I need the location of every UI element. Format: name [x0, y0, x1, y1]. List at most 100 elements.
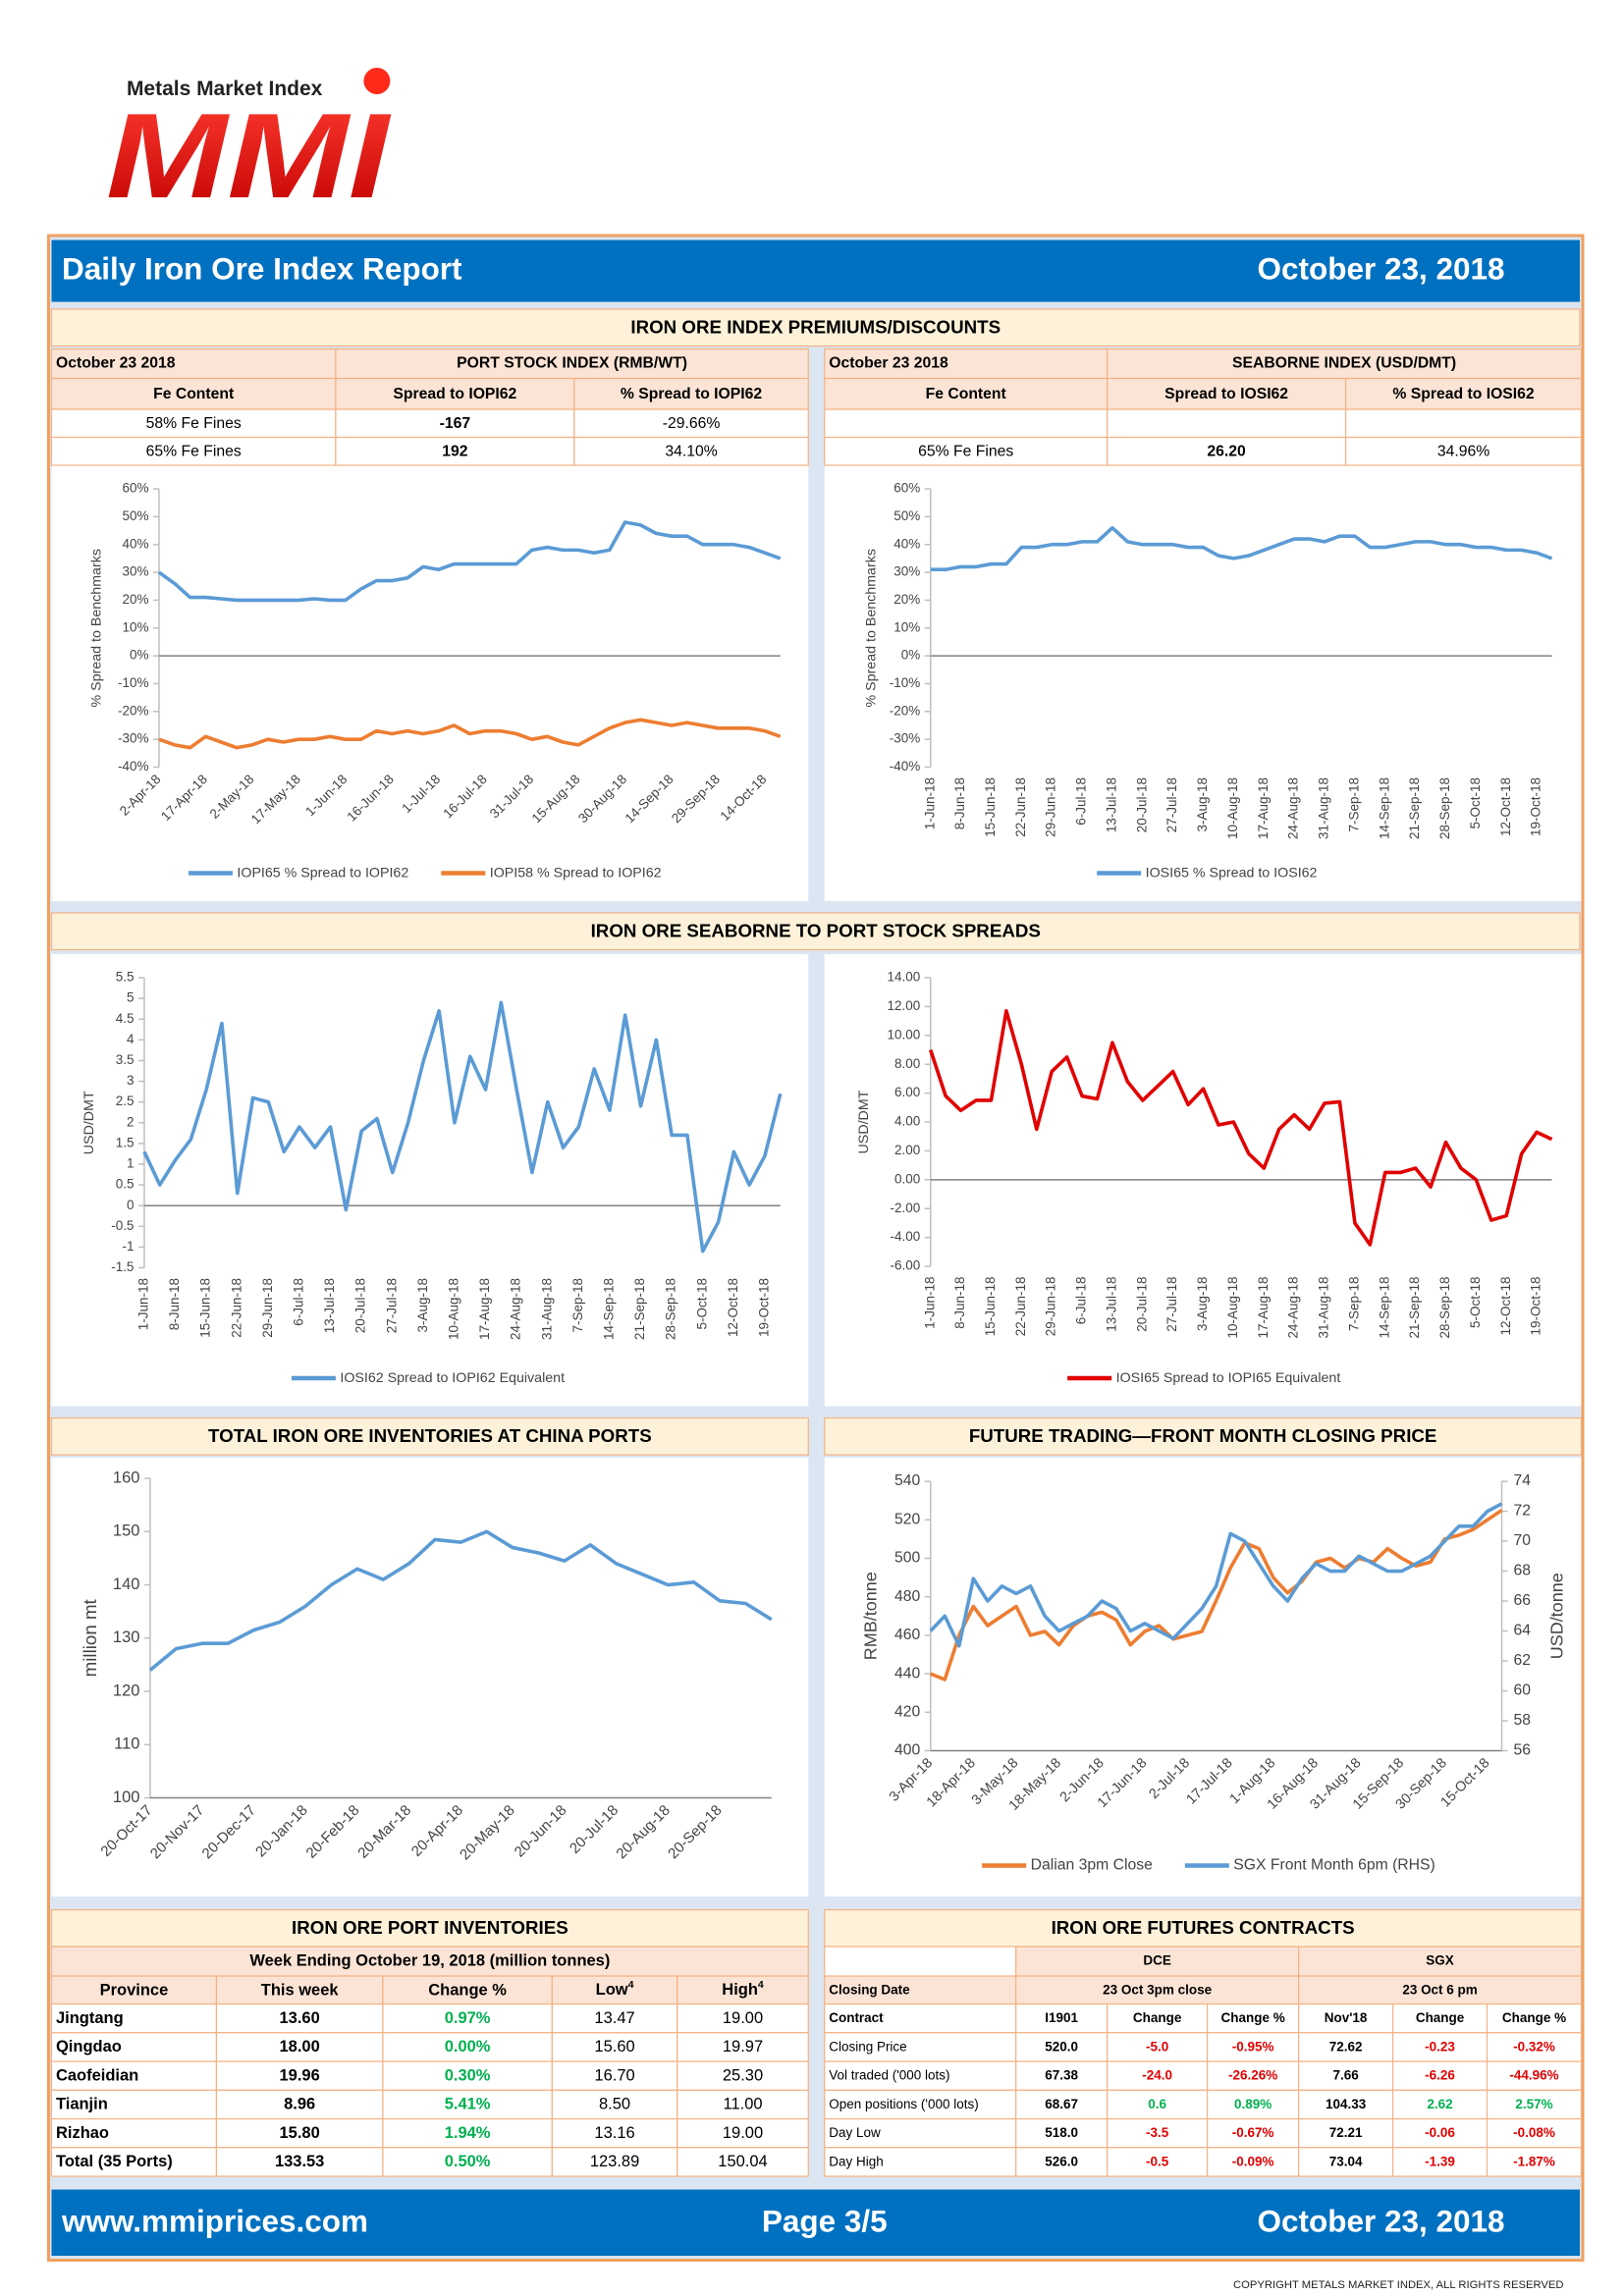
cell: [1015, 2117, 1109, 2149]
x-tick-label: 13-Jul-18: [1104, 777, 1118, 832]
cell-text: Change %: [1221, 2010, 1285, 2025]
section-bar: [824, 1416, 1583, 1456]
y-tick-label: 440: [894, 1665, 920, 1682]
copyright: COPYRIGHT METALS MARKET INDEX, ALL RIGHT…: [1233, 2279, 1563, 2291]
x-tick-label: 31-Aug-18: [539, 1278, 554, 1340]
cell-text: 13.16: [594, 2124, 634, 2142]
cell: [215, 2032, 384, 2062]
cell-text: October 23 2018: [56, 355, 176, 372]
y-axis-title: USD/DMT: [856, 1090, 872, 1153]
cell: [677, 2032, 809, 2062]
cell: [551, 2089, 678, 2120]
y-tick-label: 520: [894, 1511, 920, 1527]
cell: [824, 1946, 1017, 1977]
series-line: [930, 1508, 1503, 1682]
cell-text: Total (35 Ports): [56, 2153, 173, 2170]
y-tick-label: 3.5: [116, 1052, 135, 1067]
x-tick-label: 24-Aug-18: [509, 1278, 523, 1340]
x-tick-label: 5-Oct-18: [1468, 777, 1483, 828]
header-bar: [51, 240, 1581, 302]
x-tick-label: 21-Sep-18: [1407, 1277, 1422, 1339]
cell-text: Jingtang: [56, 2009, 124, 2027]
cell: [824, 2147, 1017, 2177]
cell-text: -44.96%: [1509, 2068, 1558, 2083]
cell: [551, 2032, 678, 2062]
y-tick-label: -4.00: [890, 1229, 920, 1244]
chart-panel: [51, 954, 809, 1407]
cell-text: 26.20: [1207, 444, 1246, 460]
header-title: Daily Iron Ore Index Report: [62, 250, 462, 286]
cell: [1298, 2002, 1394, 2034]
cell: [1015, 1975, 1300, 2005]
y-tick-label: 100: [113, 1789, 140, 1806]
cell: [1107, 2117, 1209, 2149]
cell: [677, 1975, 809, 2005]
cell-text: Rizhao: [56, 2124, 109, 2142]
cell-text: -0.32%: [1513, 2039, 1555, 2054]
y-tick-label: -10%: [118, 675, 148, 690]
cell-text: -0.95%: [1232, 2039, 1274, 2054]
cell: [1391, 2089, 1489, 2120]
cell-text: October 23 2018: [829, 355, 948, 372]
cell-text: 13.47: [594, 2009, 634, 2027]
x-tick-label: 13-Jul-18: [1104, 1277, 1118, 1332]
y-tick-label: -20%: [118, 703, 148, 718]
cell-text: -1.87%: [1513, 2154, 1555, 2168]
cell: [573, 436, 809, 466]
cell: [1015, 2060, 1109, 2091]
section-title: IRON ORE INDEX PREMIUMS/DISCOUNTS: [630, 316, 1001, 337]
y-tick-label: 110: [114, 1735, 139, 1753]
section-title: IRON ORE SEABORNE TO PORT STOCK SPREADS: [591, 920, 1041, 940]
x-tick-label: 24-Aug-18: [1286, 1277, 1301, 1339]
y-tick-label: 0%: [130, 648, 148, 663]
y-tick-label: -2.00: [890, 1201, 920, 1215]
cell-text: 7.66: [1332, 2068, 1359, 2083]
y-tick-label: 30%: [122, 564, 148, 579]
x-tick-label: 3-Aug-18: [415, 1278, 430, 1332]
cell-text: Caofeidian: [56, 2066, 138, 2084]
y-tick-label: 4.00: [894, 1114, 920, 1129]
y-axis-title: % Spread to Benchmarks: [863, 549, 879, 707]
cell-text: 73.04: [1329, 2154, 1363, 2168]
y-tick-label: 40%: [893, 536, 920, 551]
x-tick-label: 15-Jun-18: [198, 1278, 213, 1338]
x-tick-label: 20-Jul-18: [1134, 1277, 1149, 1332]
cell: [1207, 2117, 1300, 2149]
x-tick-label: 6-Jul-18: [1074, 777, 1089, 826]
series-line: [142, 1000, 783, 1254]
y2-tick-label: 66: [1514, 1592, 1532, 1609]
cell-text: Nov'18: [1325, 2010, 1368, 2025]
y-tick-label: 420: [894, 1703, 920, 1720]
chart-panel: [824, 465, 1582, 902]
x-tick-label: 27-Jul-18: [384, 1278, 399, 1333]
cell-text: 23 Oct 6 pm: [1402, 1983, 1477, 1998]
cell-text: 67.38: [1045, 2068, 1078, 2083]
cell-text: 19.00: [723, 2009, 763, 2027]
cell: [1207, 2147, 1300, 2177]
cell: [1107, 436, 1347, 466]
y-tick-label: 10%: [122, 619, 148, 634]
x-tick-label: 29-Jun-18: [1044, 777, 1058, 837]
cell-text: 58% Fe Fines: [146, 415, 242, 432]
cell-text: 8.96: [284, 2096, 315, 2113]
y2-tick-label: 68: [1514, 1563, 1532, 1579]
legend-label: IOSI65 Spread to IOPI65 Equivalent: [1116, 1370, 1341, 1386]
section-bar: [824, 1908, 1583, 1948]
cell-text: 72.21: [1329, 2125, 1363, 2140]
y-tick-label: 8.00: [894, 1056, 920, 1071]
x-tick-label: 12-Oct-18: [1498, 777, 1513, 836]
series-line: [929, 1502, 1503, 1648]
x-tick-label: 17-Aug-18: [1256, 1277, 1271, 1339]
cell: [677, 2089, 809, 2120]
cell: [1298, 2089, 1394, 2120]
x-tick-label: 31-Aug-18: [1317, 777, 1331, 839]
cell: [824, 408, 1109, 439]
section-bar: [50, 1908, 809, 1948]
y-tick-label: 40%: [122, 536, 148, 551]
cell-text: Fe Content: [153, 386, 235, 402]
cell: [1107, 2089, 1209, 2120]
footer-page: Page 3/5: [762, 2203, 888, 2238]
y-tick-label: 10%: [893, 619, 920, 634]
cell-text: -24.0: [1142, 2068, 1172, 2083]
column-header-text: Low: [596, 1981, 628, 1999]
